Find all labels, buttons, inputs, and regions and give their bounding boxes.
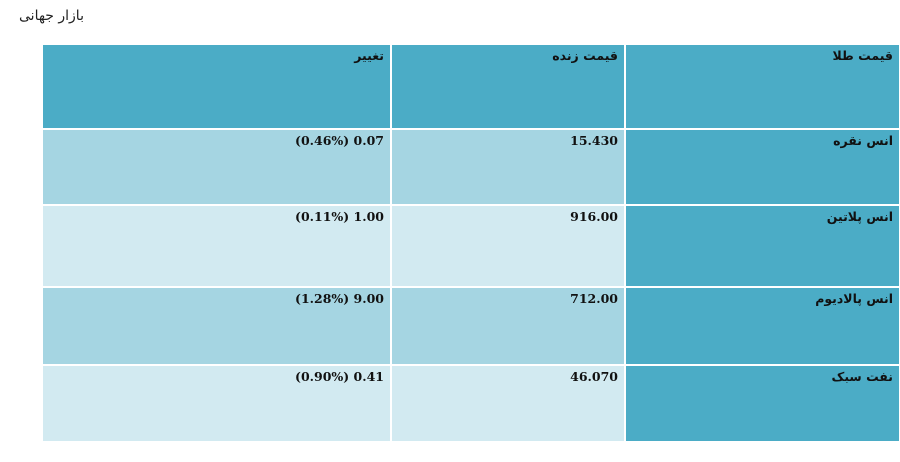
instrument-name: انس نقره [833, 133, 893, 148]
page-title: بازار جهانی [19, 8, 84, 24]
instrument-name: انس پلاتین [826, 209, 893, 224]
table-row: (0.11%) 1.00 916.00 انس پلاتین [41, 204, 900, 288]
price-value: 712.00 [570, 291, 618, 306]
header-name: قیمت طلا [624, 43, 900, 130]
name-cell: انس پالادیوم [624, 286, 900, 366]
table-row: (1.28%) 9.00 712.00 انس پالادیوم [41, 286, 900, 366]
change-value: (0.46%) 0.07 [295, 133, 384, 148]
change-cell: (0.90%) 0.41 [41, 364, 392, 443]
change-cell: (1.28%) 9.00 [41, 286, 392, 366]
price-cell: 15.430 [390, 128, 626, 206]
price-value: 46.070 [570, 369, 618, 384]
header-change-label: تغییر [354, 48, 384, 63]
name-cell: انس پلاتین [624, 204, 900, 288]
name-cell: نفت سبک [624, 364, 900, 443]
price-value: 15.430 [570, 133, 618, 148]
header-name-label: قیمت طلا [832, 48, 893, 63]
change-value: (0.90%) 0.41 [295, 369, 384, 384]
change-cell: (0.11%) 1.00 [41, 204, 392, 288]
instrument-name: انس پالادیوم [815, 291, 893, 306]
price-cell: 46.070 [390, 364, 626, 443]
change-value: (1.28%) 9.00 [295, 291, 384, 306]
table-row: (0.46%) 0.07 15.430 انس نقره [41, 128, 900, 206]
change-value: (0.11%) 1.00 [295, 209, 384, 224]
header-price: قیمت زنده [390, 43, 626, 130]
header-price-label: قیمت زنده [552, 48, 618, 63]
header-change: تغییر [41, 43, 392, 130]
price-value: 916.00 [570, 209, 618, 224]
change-cell: (0.46%) 0.07 [41, 128, 392, 206]
instrument-name: نفت سبک [831, 369, 893, 384]
table-row: (0.90%) 0.41 46.070 نفت سبک [41, 364, 900, 443]
price-cell: 712.00 [390, 286, 626, 366]
market-price-table: تغییر قیمت زنده قیمت طلا (0.46%) 0.07 15… [41, 43, 900, 443]
name-cell: انس نقره [624, 128, 900, 206]
price-cell: 916.00 [390, 204, 626, 288]
table-header-row: تغییر قیمت زنده قیمت طلا [41, 43, 900, 130]
